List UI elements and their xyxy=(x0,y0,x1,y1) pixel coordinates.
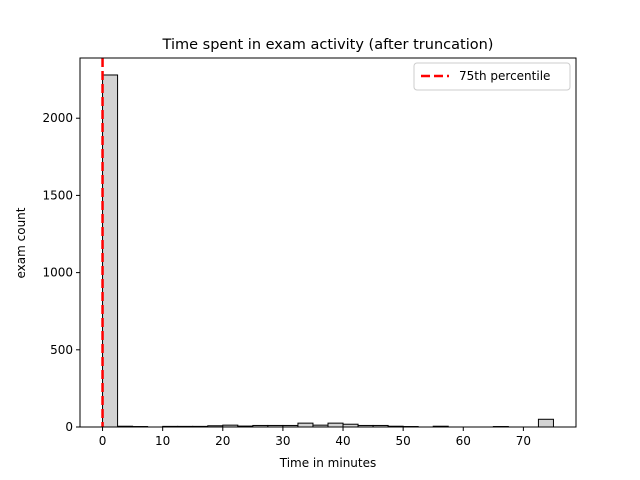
y-tick-label: 0 xyxy=(65,420,73,434)
x-axis-ticks: 0 10 20 30 40 50 60 70 xyxy=(99,427,531,448)
histogram-bar xyxy=(537,418,554,428)
x-tick-label: 20 xyxy=(215,434,230,448)
y-tick-label: 1000 xyxy=(42,266,73,280)
y-tick-label: 1500 xyxy=(42,188,73,202)
x-tick-label: 10 xyxy=(155,434,170,448)
x-tick-label: 40 xyxy=(335,434,350,448)
histogram-bar xyxy=(102,74,119,428)
histogram-bar xyxy=(327,422,344,428)
legend-label: 75th percentile xyxy=(459,69,550,83)
x-tick-label: 30 xyxy=(275,434,290,448)
chart-title: Time spent in exam activity (after trunc… xyxy=(162,37,494,53)
y-tick-label: 2000 xyxy=(42,111,73,125)
x-tick-label: 70 xyxy=(516,434,531,448)
x-tick-label: 50 xyxy=(396,434,411,448)
legend: 75th percentile xyxy=(413,62,571,91)
y-axis-label: exam count xyxy=(14,207,28,278)
x-tick-label: 0 xyxy=(99,434,107,448)
x-tick-label: 60 xyxy=(456,434,471,448)
histogram-bar xyxy=(297,422,314,428)
plot-frame xyxy=(79,57,577,428)
legend-box xyxy=(413,62,571,91)
x-axis-label: Time in minutes xyxy=(279,456,377,470)
y-axis-ticks: 0 500 1000 1500 2000 xyxy=(42,111,80,434)
y-tick-label: 500 xyxy=(50,343,73,357)
